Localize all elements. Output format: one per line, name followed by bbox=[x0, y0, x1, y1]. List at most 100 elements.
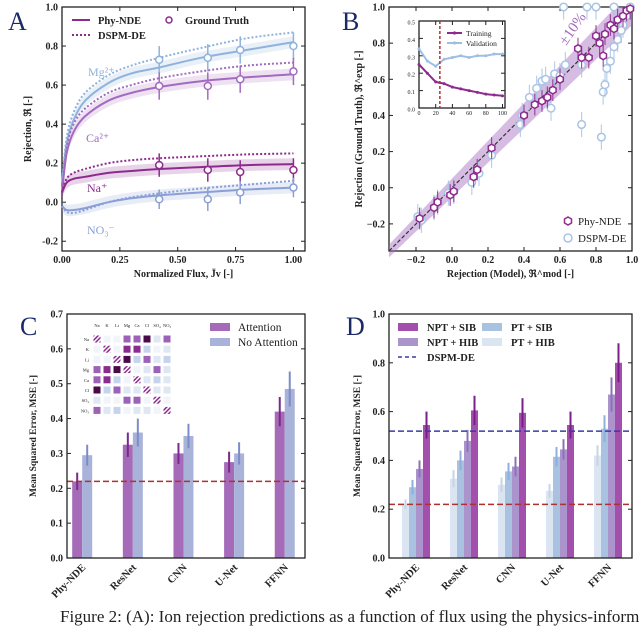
data-point bbox=[519, 110, 529, 121]
x-tick-label: 0.0 bbox=[446, 255, 459, 266]
inset-legend-label: Validation bbox=[466, 39, 497, 48]
inset-chart: 0.0 0.1 0.2 0.3 0.4 0.5 0 20 40 60 80 100 TrainingVa… bbox=[408, 20, 507, 117]
bar bbox=[234, 453, 245, 558]
heatmap-row-label: Cl bbox=[85, 388, 90, 393]
inset-point bbox=[459, 87, 463, 91]
legend-marker-dspm-de bbox=[563, 233, 573, 243]
y-tick-label: 0.8 bbox=[373, 39, 386, 50]
panel-letter-d: D bbox=[346, 312, 365, 341]
bar bbox=[615, 362, 622, 558]
inset-point bbox=[500, 52, 504, 56]
ion-series-1 bbox=[61, 57, 298, 199]
inset-point bbox=[434, 80, 438, 84]
y-tick-label: 1.0 bbox=[46, 3, 59, 14]
data-point bbox=[616, 25, 626, 36]
dspm-de-line bbox=[61, 61, 294, 193]
heatmap-cell bbox=[133, 386, 141, 394]
ground-truth-point bbox=[289, 67, 298, 76]
heatmap-cell bbox=[143, 406, 151, 414]
panel-letter-a: A bbox=[8, 7, 27, 36]
data-point bbox=[449, 186, 458, 197]
heatmap-column-label: Cl bbox=[145, 323, 150, 328]
heatmap-cell bbox=[93, 355, 101, 363]
inset-legend-label: Training bbox=[466, 29, 492, 38]
ground-truth-point bbox=[154, 55, 164, 64]
heatmap-cell bbox=[133, 355, 141, 363]
heatmap-cell bbox=[113, 355, 121, 363]
bar bbox=[274, 411, 285, 558]
bar-group-ffnn bbox=[594, 343, 622, 558]
x-tick-label: −0.2 bbox=[407, 255, 425, 266]
y-tick-label: 0.5 bbox=[408, 21, 416, 27]
y-tick-label: −0.2 bbox=[367, 219, 385, 230]
inset-point bbox=[500, 94, 504, 98]
y-tick-label: 0.4 bbox=[51, 414, 64, 425]
heatmap-row-label: Na bbox=[84, 337, 89, 342]
data-point bbox=[541, 74, 551, 84]
bar bbox=[224, 462, 235, 558]
heatmap-cell bbox=[163, 396, 171, 404]
inset-point bbox=[492, 52, 496, 56]
legend: Phy-NDE DSPM-DE Ground Truth bbox=[72, 16, 249, 42]
ground-truth-point bbox=[289, 183, 298, 192]
data-point bbox=[559, 2, 569, 12]
y-tick-label: 0.0 bbox=[373, 183, 386, 194]
y-tick-label: 0.7 bbox=[51, 310, 64, 321]
y-tick-label: 1.0 bbox=[373, 3, 386, 14]
y-tick-label: 0.8 bbox=[373, 358, 386, 369]
heatmap-cell bbox=[103, 335, 111, 343]
heatmap-cell bbox=[163, 366, 171, 374]
ion-label: NO₃⁻ bbox=[87, 223, 115, 237]
bar bbox=[567, 425, 574, 558]
legend-label: Phy-NDE bbox=[578, 216, 622, 228]
legend-swatch bbox=[398, 323, 418, 331]
heatmap-cell bbox=[133, 376, 141, 384]
ground-truth-point bbox=[203, 195, 213, 204]
heatmap-row-label: K bbox=[86, 347, 90, 352]
ion-label: Mg²⁺ bbox=[88, 65, 115, 79]
inset-point bbox=[425, 59, 429, 63]
x-tick-label: 0.75 bbox=[227, 255, 245, 266]
heatmap-cell bbox=[163, 406, 171, 414]
plot-frame bbox=[61, 6, 306, 252]
heatmap-cell bbox=[113, 376, 121, 384]
legend-label: DSPM-DE bbox=[578, 233, 627, 245]
heatmap-cell bbox=[163, 386, 171, 394]
inset-legend-marker bbox=[452, 31, 457, 35]
x-tick-label: 0.4 bbox=[518, 255, 531, 266]
x-category-label: FFNN bbox=[263, 562, 291, 590]
y-tick-label: 0.3 bbox=[408, 55, 416, 61]
legend-swatch bbox=[482, 323, 502, 331]
legend-label: Phy-NDE bbox=[98, 16, 141, 27]
bar bbox=[416, 468, 423, 558]
data-point bbox=[469, 172, 478, 182]
bar-group-ffnn bbox=[274, 371, 295, 558]
heatmap-cell bbox=[163, 376, 171, 384]
x-category-label: U-Net bbox=[213, 562, 240, 589]
inset-point bbox=[417, 47, 421, 51]
bar bbox=[402, 504, 409, 558]
y-tick-label: 0.4 bbox=[373, 456, 386, 467]
bar bbox=[546, 490, 553, 558]
bar bbox=[72, 481, 83, 558]
ground-truth-point bbox=[203, 81, 213, 91]
legend-swatch bbox=[210, 323, 230, 331]
data-point bbox=[555, 74, 565, 84]
inset-point bbox=[475, 54, 479, 58]
bar bbox=[519, 412, 526, 558]
y-tick-label: 0.0 bbox=[51, 554, 64, 565]
inset-point bbox=[484, 54, 488, 58]
y-tick-label: 0.2 bbox=[46, 159, 59, 170]
heatmap-cell bbox=[133, 406, 141, 414]
ground-truth-point bbox=[235, 45, 245, 55]
bar bbox=[173, 453, 184, 558]
heatmap-cell bbox=[133, 396, 141, 404]
ion-label: Na⁺ bbox=[87, 181, 107, 195]
legend-label: DSPM-DE bbox=[98, 31, 146, 42]
ground-truth-point bbox=[154, 81, 164, 91]
legend-marker-phy-nde bbox=[563, 216, 573, 226]
heatmap-cell bbox=[143, 345, 151, 353]
heatmap-column-label: Li bbox=[115, 323, 120, 328]
x-tick-label: 40 bbox=[449, 111, 455, 117]
